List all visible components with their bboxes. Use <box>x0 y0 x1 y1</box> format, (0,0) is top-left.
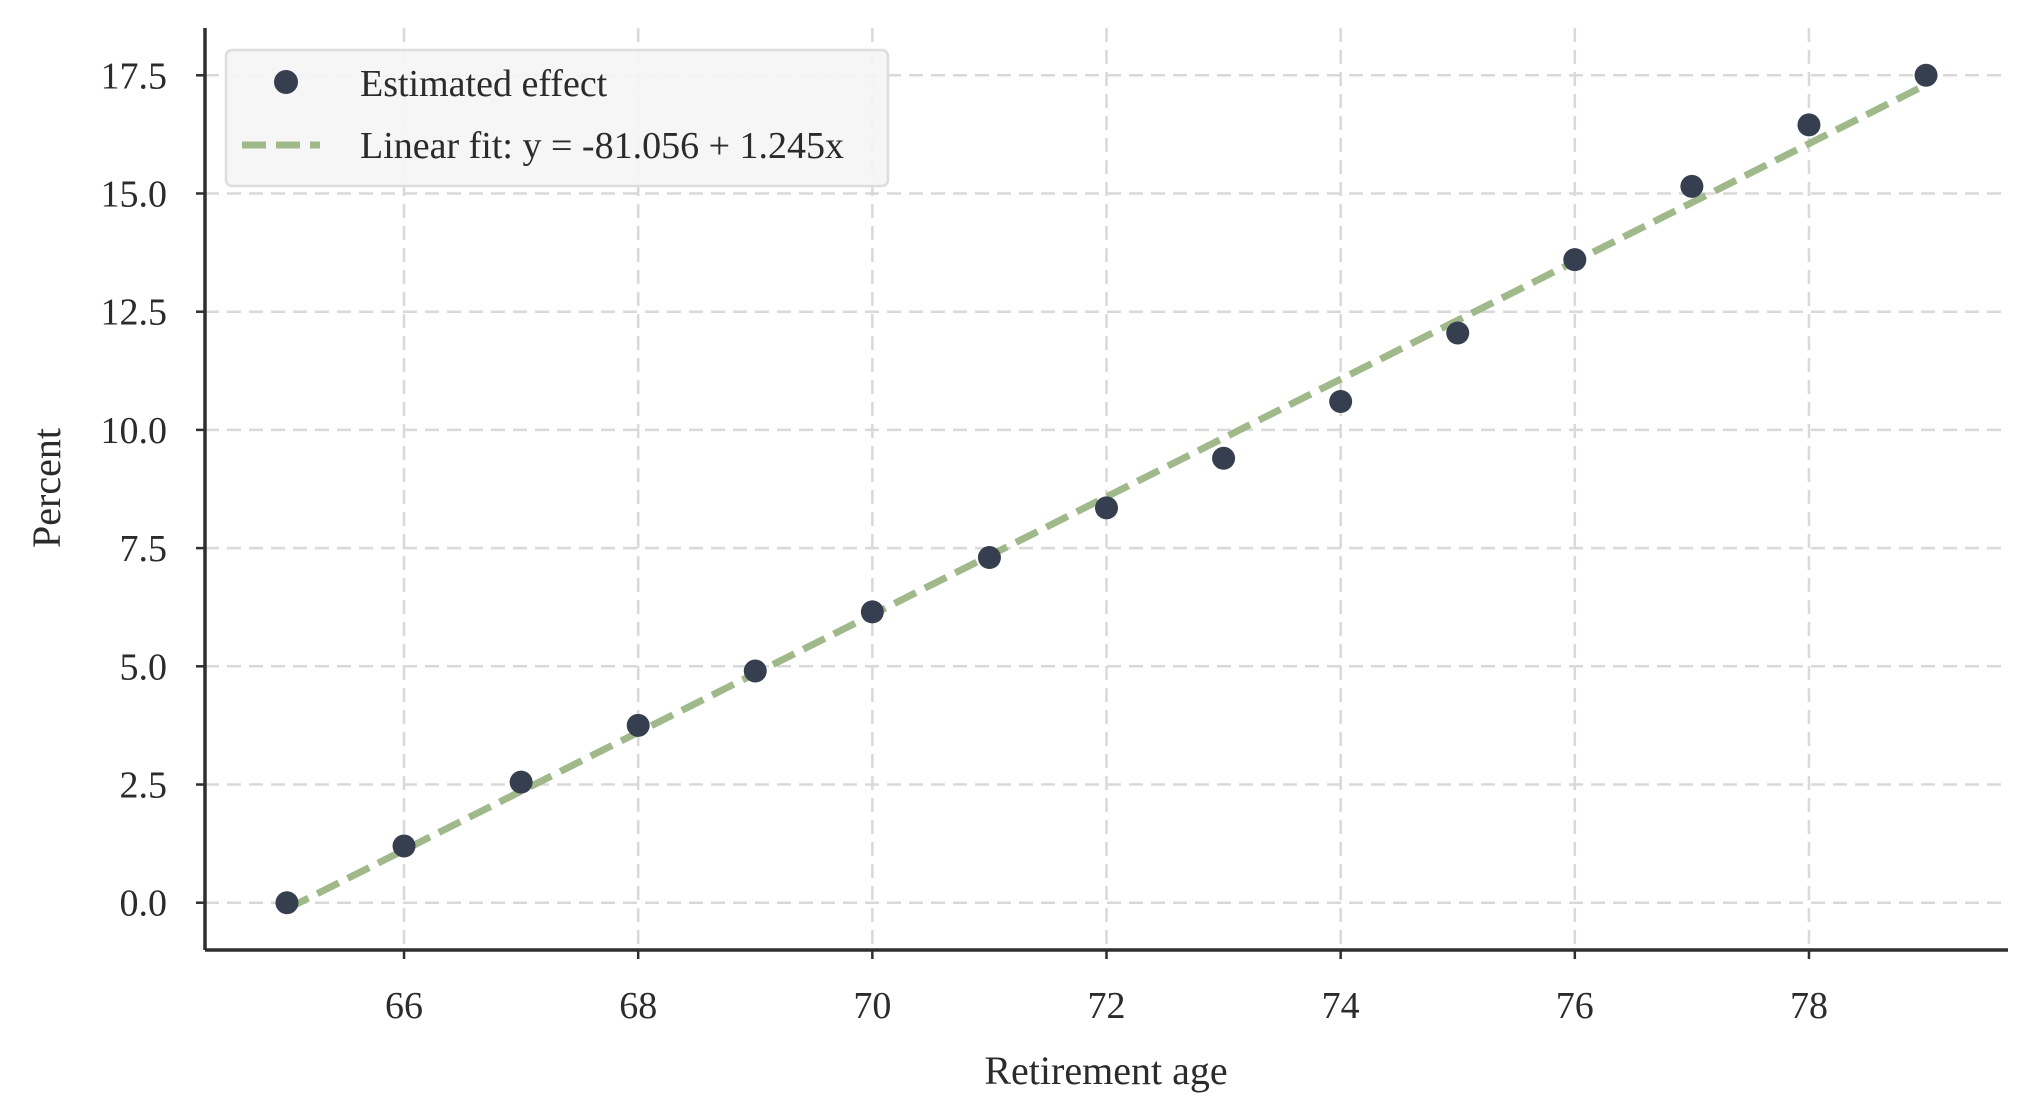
legend-marker-estimated-effect <box>274 70 298 94</box>
x-tick-label: 72 <box>1088 985 1126 1027</box>
y-tick-label: 15.0 <box>101 173 168 215</box>
data-point <box>626 713 650 737</box>
y-tick-label: 0.0 <box>120 883 168 925</box>
legend-label-linear-fit: Linear fit: y = -81.056 + 1.245x <box>360 125 844 167</box>
x-tick-label: 76 <box>1556 985 1594 1027</box>
data-point <box>1446 321 1470 345</box>
data-point <box>275 891 299 915</box>
x-axis-ticks: 66 68 70 72 74 76 78 <box>385 950 1828 1027</box>
y-tick-label: 10.0 <box>101 410 168 452</box>
y-tick-label: 7.5 <box>120 528 168 570</box>
y-axis-ticks: 0.0 2.5 5.0 7.5 10.0 12.5 15.0 17.5 <box>101 55 205 925</box>
data-point <box>977 546 1001 570</box>
x-tick-label: 68 <box>619 985 657 1027</box>
data-point <box>743 659 767 683</box>
x-tick-label: 70 <box>853 985 891 1027</box>
data-point <box>1797 113 1821 137</box>
data-point <box>1680 174 1704 198</box>
data-point <box>1563 248 1587 272</box>
y-tick-label: 5.0 <box>120 646 168 688</box>
y-axis-label: Percent <box>24 428 69 548</box>
legend-box <box>224 48 890 188</box>
data-point <box>1329 390 1353 414</box>
grid <box>205 28 2008 950</box>
points-layer <box>275 63 1938 915</box>
x-axis-label: Retirement age <box>984 1048 1227 1093</box>
data-point <box>1095 496 1118 520</box>
data-point <box>509 770 533 794</box>
data-point <box>392 834 416 858</box>
y-tick-label: 12.5 <box>101 292 168 334</box>
x-tick-label: 78 <box>1790 985 1828 1027</box>
y-tick-label: 17.5 <box>101 55 168 97</box>
legend-label-estimated-effect: Estimated effect <box>360 63 608 105</box>
x-tick-label: 74 <box>1322 985 1360 1027</box>
y-tick-label: 2.5 <box>120 765 168 807</box>
data-point <box>1914 63 1938 87</box>
x-tick-label: 66 <box>385 985 423 1027</box>
legend: Estimated effect Linear fit: y = -81.056… <box>224 48 890 188</box>
data-point <box>860 600 884 624</box>
data-point <box>1212 446 1236 470</box>
